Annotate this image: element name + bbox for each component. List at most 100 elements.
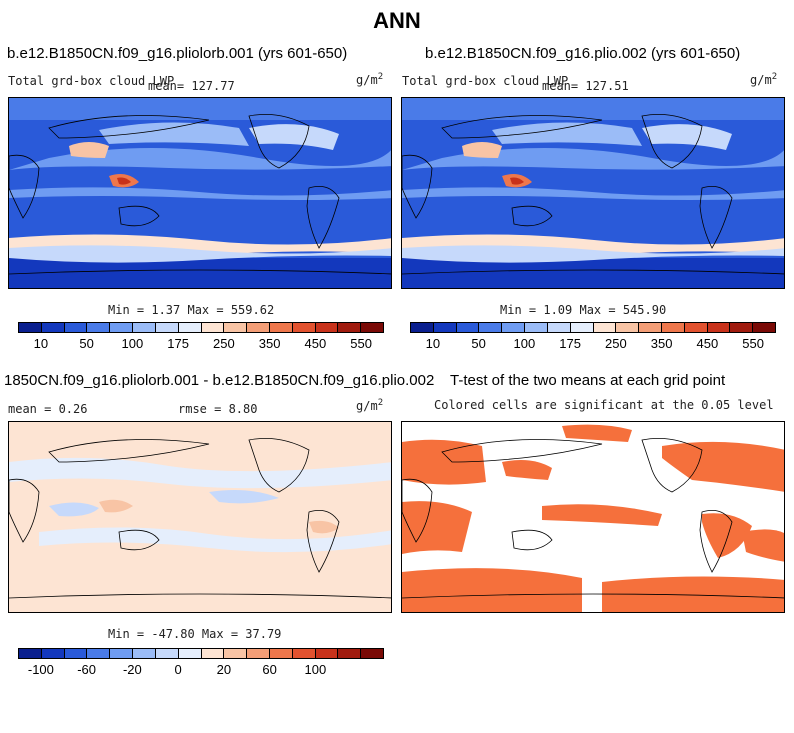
colorbar-tick-label: 50 bbox=[471, 336, 486, 351]
colorbar-tick-label: 250 bbox=[213, 336, 235, 351]
panel4-sig-region-3 bbox=[402, 568, 582, 612]
panel1-antarctica-coast bbox=[9, 269, 391, 275]
panel1-minmax: Min = 1.37 Max = 559.62 bbox=[108, 303, 275, 317]
colorbar-swatch bbox=[19, 649, 42, 658]
colorbar-swatch bbox=[133, 323, 156, 332]
colorbar-tick-label: 60 bbox=[262, 662, 277, 677]
colorbar-tick-label: 450 bbox=[696, 336, 719, 351]
panel2-itcz bbox=[402, 187, 784, 200]
colorbar-swatch bbox=[224, 323, 248, 332]
colorbar-tick-label: 350 bbox=[650, 336, 673, 351]
colorbar-swatch bbox=[315, 649, 339, 658]
colorbar-swatch bbox=[456, 323, 480, 332]
panel3-negative-patch-1 bbox=[49, 502, 99, 517]
panel1-mean-label: mean= 127.77 bbox=[148, 79, 235, 93]
panel2-colorbar bbox=[410, 322, 776, 333]
panel4-sig-region-8 bbox=[562, 424, 632, 442]
panel1-itcz bbox=[9, 187, 391, 200]
colorbar-swatch bbox=[616, 323, 640, 332]
panel3-mean-label: mean = 0.26 bbox=[8, 402, 88, 416]
colorbar-swatch bbox=[87, 323, 111, 332]
panel1-north-america-coast bbox=[248, 113, 310, 169]
panel3-north-america-coast bbox=[248, 437, 310, 493]
colorbar-tick-label: 250 bbox=[605, 336, 627, 351]
panel2-north-america-coast bbox=[641, 113, 703, 169]
panel4-sig-region-10 bbox=[742, 529, 784, 562]
panel2-maritime-continent-peak bbox=[510, 177, 524, 185]
colorbar-swatch bbox=[87, 649, 111, 658]
panel4-map-svg bbox=[402, 422, 784, 612]
colorbar-swatch bbox=[730, 323, 754, 332]
panel2-map bbox=[401, 97, 785, 289]
colorbar-swatch bbox=[64, 649, 88, 658]
colorbar-swatch bbox=[433, 323, 457, 332]
colorbar-swatch bbox=[41, 649, 65, 658]
panel1-map-svg bbox=[9, 98, 391, 288]
panel3-diff-field bbox=[9, 422, 391, 612]
panel2-east-asia-cloud bbox=[462, 142, 502, 158]
panel1-africa-coast bbox=[9, 154, 40, 219]
panel2-southern-ocean-edge bbox=[402, 245, 784, 263]
colorbar-swatch bbox=[684, 323, 708, 332]
colorbar-tick-label: 350 bbox=[258, 336, 281, 351]
panel1-arctic-band bbox=[9, 98, 391, 120]
panel3-units: g/m2 bbox=[356, 398, 383, 413]
panel3-negative-band-north bbox=[9, 457, 391, 489]
panel3-rmse-label: rmse = 8.80 bbox=[178, 402, 258, 416]
colorbar-swatch bbox=[411, 323, 434, 332]
panel3-antarctica-coast bbox=[9, 593, 391, 599]
panel4-sig-region-2 bbox=[402, 501, 472, 554]
colorbar-swatch bbox=[315, 323, 339, 332]
colorbar-swatch bbox=[201, 323, 225, 332]
colorbar-swatch bbox=[247, 323, 270, 332]
colorbar-tick-label: 100 bbox=[121, 336, 144, 351]
colorbar-swatch bbox=[570, 323, 594, 332]
panel3-negative-band-south bbox=[39, 527, 391, 553]
colorbar-swatch bbox=[338, 649, 362, 658]
colorbar-tick-label: -20 bbox=[122, 662, 142, 677]
panel2-australia-coast bbox=[511, 205, 553, 227]
colorbar-swatch bbox=[338, 323, 362, 332]
colorbar-swatch bbox=[155, 323, 179, 332]
panel1-units-exp: 2 bbox=[377, 72, 384, 82]
panel3-eurasia-coast bbox=[48, 439, 210, 463]
panel2-antarctic-band bbox=[402, 258, 784, 288]
panel2-map-svg bbox=[402, 98, 784, 288]
panel1-colorbar bbox=[18, 322, 384, 333]
panel1-southern-ocean-edge bbox=[9, 245, 391, 263]
colorbar-tick-label: 450 bbox=[304, 336, 327, 351]
panel2-south-america-coast bbox=[699, 185, 733, 249]
panel3-australia-coast bbox=[118, 529, 160, 551]
colorbar-swatch bbox=[479, 323, 503, 332]
panel3-negative-patch-2 bbox=[209, 490, 279, 504]
panel3-south-america-coast bbox=[306, 509, 340, 573]
panel3-map bbox=[8, 421, 392, 613]
colorbar-swatch bbox=[110, 649, 134, 658]
panel1-title: b.e12.B1850CN.f09_g16.pliolorb.001 (yrs … bbox=[7, 45, 348, 62]
colorbar-tick-label: 20 bbox=[216, 662, 232, 677]
colorbar-swatch bbox=[361, 649, 383, 658]
panel3-positive-patch-2 bbox=[309, 520, 339, 534]
panel4-sig-region-7 bbox=[702, 513, 752, 558]
panel1-variable-label: Total grd-box cloud LWP bbox=[8, 74, 175, 88]
colorbar-tick-label: 175 bbox=[559, 336, 581, 351]
panel1-south-america-coast bbox=[306, 185, 340, 249]
colorbar-tick-label: 175 bbox=[167, 336, 189, 351]
colorbar-swatch bbox=[753, 323, 775, 332]
panel2-units: g/m2 bbox=[750, 72, 777, 87]
panel1-eurasia-coast bbox=[48, 115, 210, 139]
panel2-arctic-band bbox=[402, 98, 784, 120]
colorbar-tick-label: 10 bbox=[425, 336, 441, 351]
panel1-units: g/m2 bbox=[356, 72, 383, 87]
panel2-variable-label: Total grd-box cloud LWP bbox=[402, 74, 569, 88]
panel4-australia-coast bbox=[511, 529, 553, 551]
panel3-africa-coast bbox=[9, 478, 40, 543]
colorbar-swatch bbox=[201, 649, 225, 658]
panel3-map-svg bbox=[9, 422, 391, 612]
panel1-north-atlantic-cloud bbox=[249, 124, 339, 150]
colorbar-swatch bbox=[269, 649, 293, 658]
panel1-north-pacific-cloud bbox=[99, 122, 249, 146]
panel2-africa-coast bbox=[402, 154, 433, 219]
colorbar-swatch bbox=[593, 323, 617, 332]
colorbar-tick-label: 550 bbox=[350, 336, 372, 351]
